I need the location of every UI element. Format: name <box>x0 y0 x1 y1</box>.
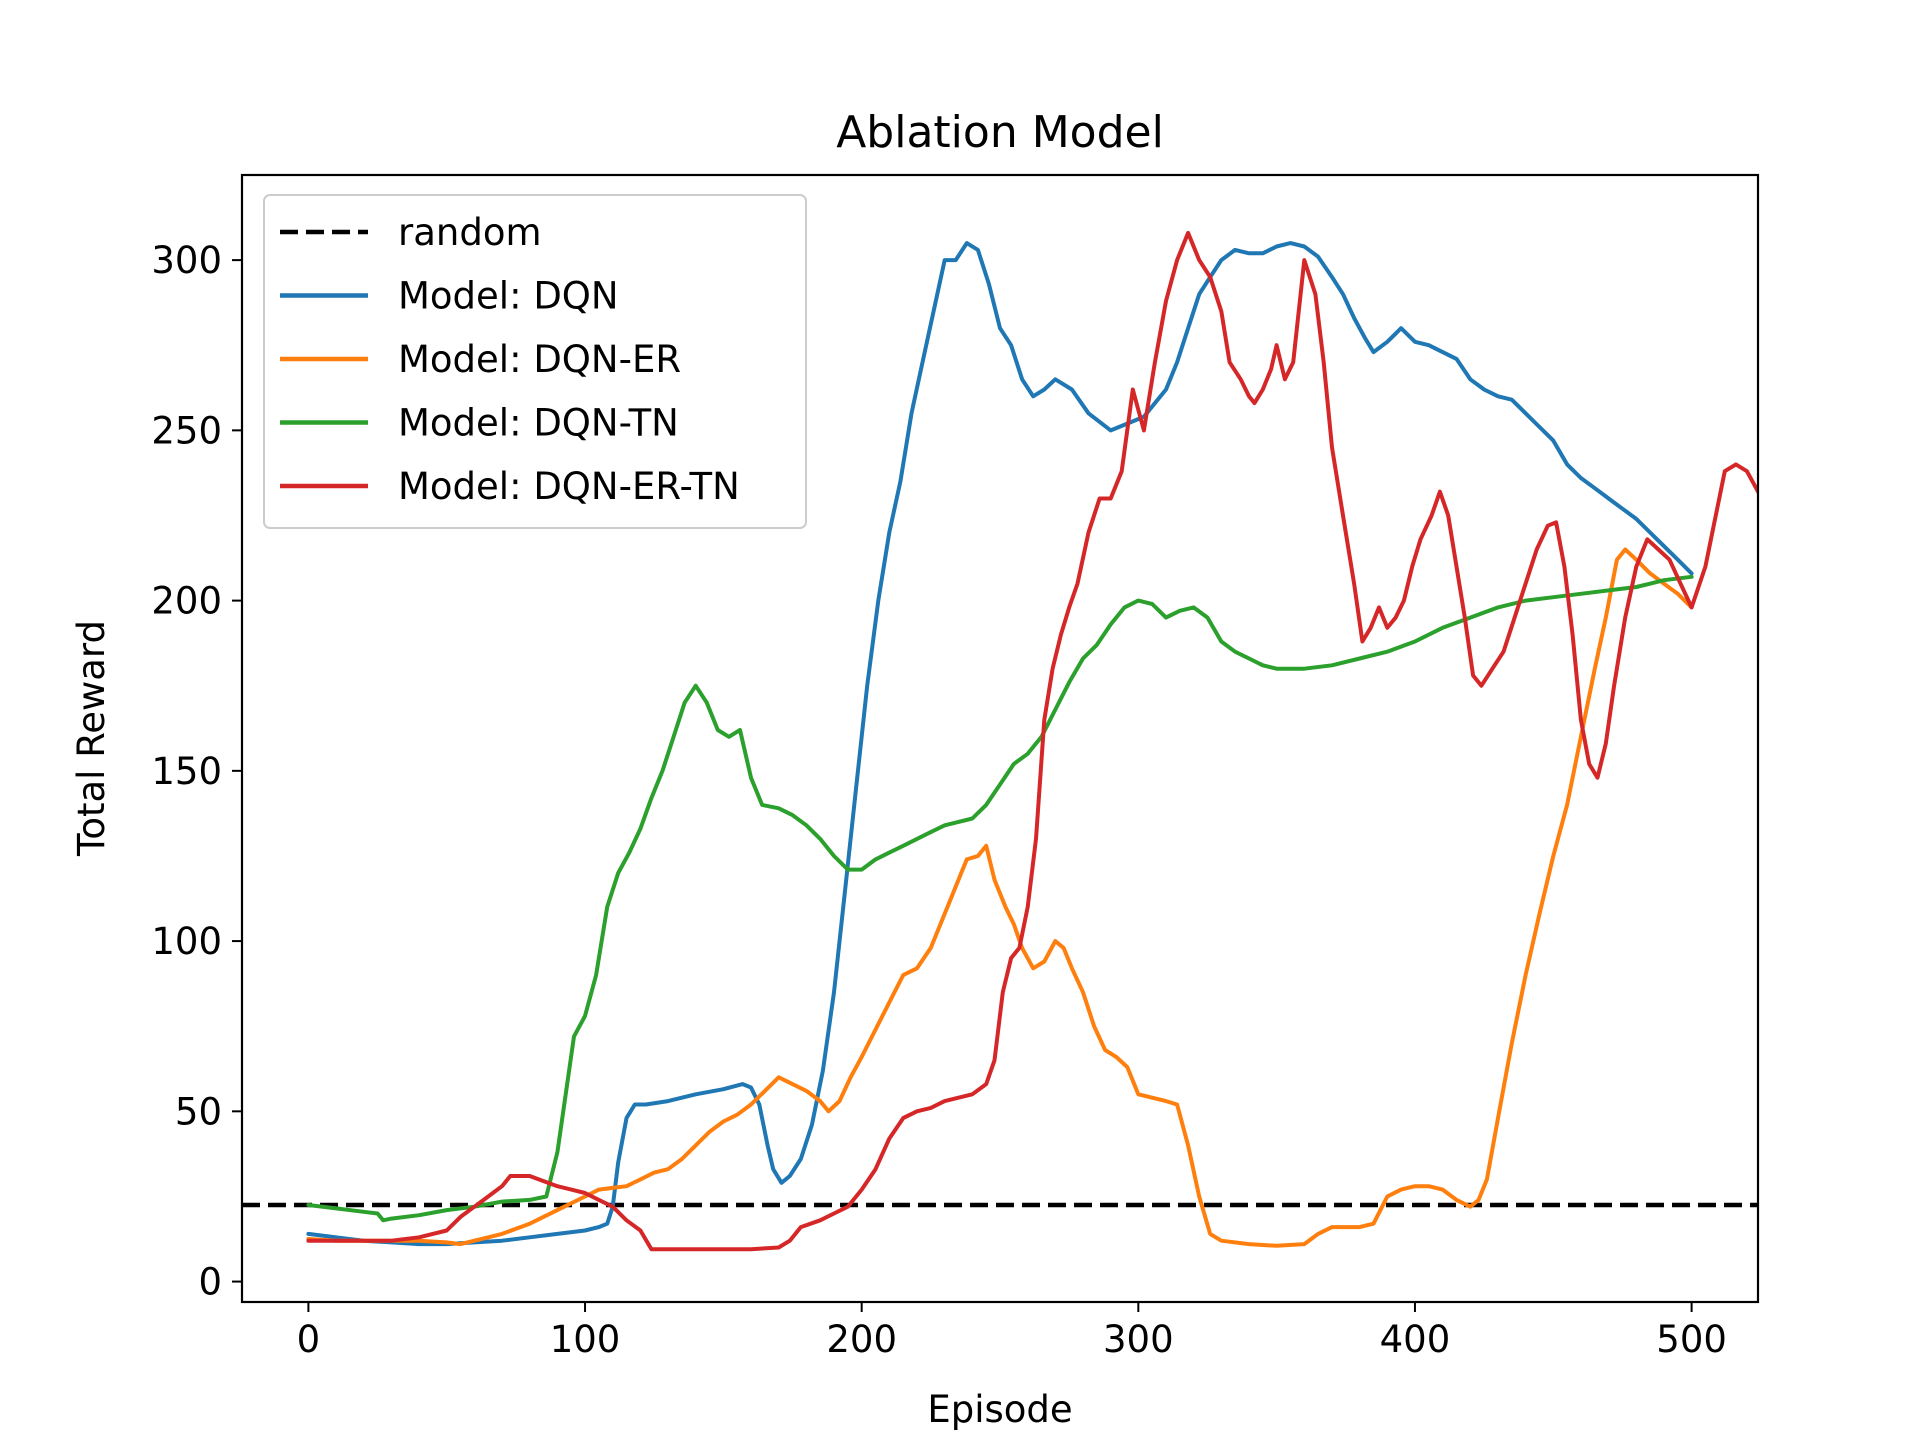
x-tick-label: 100 <box>550 1318 621 1361</box>
legend: random Model: DQN Model: DQN-ER Model: DQN-… <box>263 194 807 529</box>
x-tick-label: 500 <box>1656 1318 1727 1361</box>
y-tick-label: 0 <box>198 1261 222 1304</box>
plot-area <box>242 230 1758 1252</box>
legend-items: random Model: DQN Model: DQN-ER Model: DQN-… <box>280 211 740 508</box>
series-line-4 <box>306 230 1758 1252</box>
x-tick-label: 200 <box>826 1318 897 1361</box>
legend-label: Model: DQN-ER <box>398 338 681 381</box>
legend-label: random <box>398 211 542 254</box>
legend-frame <box>263 194 807 529</box>
legend-label: Model: DQN-ER-TN <box>398 465 740 508</box>
x-axis-label: Episode <box>927 1388 1072 1431</box>
y-tick-label: 300 <box>151 239 222 282</box>
chart-title: Ablation Model <box>836 107 1164 158</box>
series-line-2 <box>306 547 1694 1248</box>
y-tick-label: 200 <box>151 580 222 623</box>
x-tick-label: 0 <box>297 1318 321 1361</box>
series-line-1 <box>306 241 1694 1247</box>
legend-label: Model: DQN <box>398 275 619 318</box>
legend-label: Model: DQN-TN <box>398 402 679 445</box>
y-tick-label: 100 <box>151 920 222 963</box>
y-axis: 0 50 100 150 200 250 300 <box>151 239 242 1304</box>
series-layer <box>242 230 1758 1252</box>
series-line-3 <box>306 574 1694 1223</box>
y-tick-label: 250 <box>151 409 222 452</box>
plot-frame <box>240 173 1760 1304</box>
y-tick-label: 150 <box>151 750 222 793</box>
x-tick-label: 300 <box>1103 1318 1174 1361</box>
y-tick-label: 50 <box>175 1090 222 1133</box>
x-tick-label: 400 <box>1380 1318 1451 1361</box>
y-axis-label: Total Reward <box>70 620 113 857</box>
x-axis: 0 100 200 300 400 500 <box>297 1302 1727 1361</box>
